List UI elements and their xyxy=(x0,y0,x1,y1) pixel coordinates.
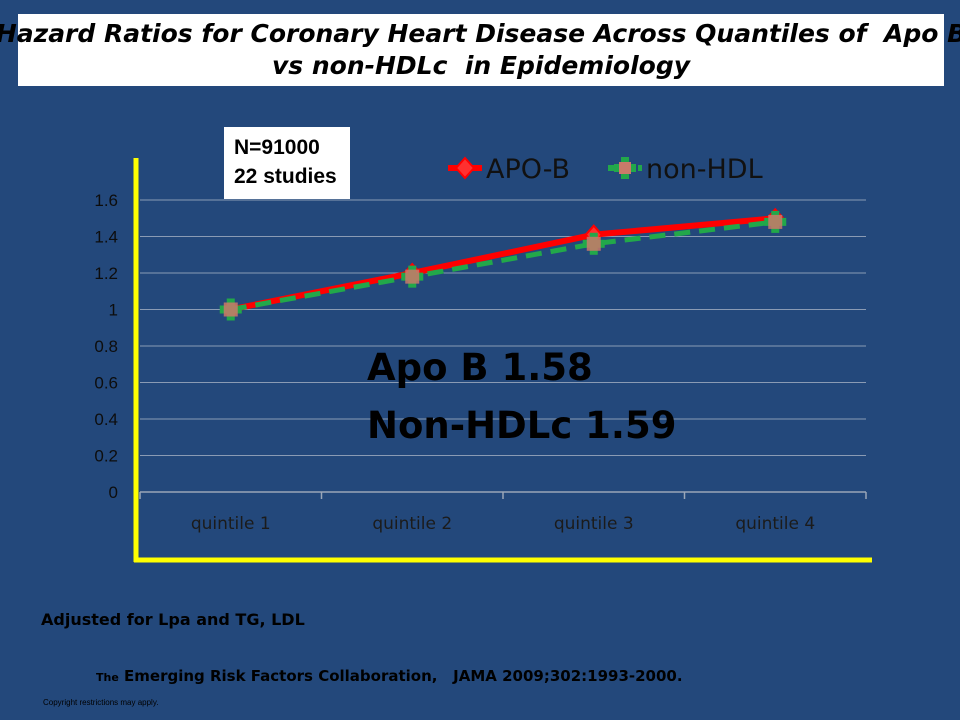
data-point xyxy=(401,265,424,288)
x-tick-label: quintile 3 xyxy=(554,514,634,534)
annotation-apob: Apo B 1.58 xyxy=(367,346,593,389)
study-n: N=91000 xyxy=(234,136,320,159)
y-tick-label: 0.4 xyxy=(94,410,118,429)
y-tick-label: 0 xyxy=(109,483,118,502)
series-line xyxy=(230,215,776,313)
legend-label: non-HDL xyxy=(646,154,763,185)
title-box: Hazard Ratios for Coronary Heart Disease… xyxy=(0,14,960,86)
grid-lines xyxy=(140,199,866,456)
adjustment-note: Adjusted for Lpa and TG, LDL xyxy=(41,610,305,629)
y-tick-label: 1.2 xyxy=(94,264,118,283)
title-line-1: Hazard Ratios for Coronary Heart Disease… xyxy=(0,19,960,48)
x-tick-labels: quintile 1 quintile 2 quintile 3 quintile 4 xyxy=(191,514,815,534)
y-tick-label: 0.8 xyxy=(94,337,118,356)
x-tick-label: quintile 1 xyxy=(191,514,271,534)
x-tick-label: quintile 2 xyxy=(372,514,452,534)
study-info-box: N=91000 22 studies xyxy=(224,127,350,199)
data-point xyxy=(764,210,787,233)
legend-item: non-HDL xyxy=(608,154,763,185)
citation: The Emerging Risk Factors Collaboration,… xyxy=(96,667,683,685)
axes xyxy=(133,158,872,563)
legend-label: APO-B xyxy=(486,154,570,185)
y-tick-label: 1.6 xyxy=(94,191,118,210)
title-line-2: vs non-HDLc in Epidemiology xyxy=(271,51,691,80)
study-count: 22 studies xyxy=(234,165,337,188)
series-apo-b xyxy=(221,207,785,321)
y-tick-label: 1.4 xyxy=(94,228,118,247)
x-tick-label: quintile 4 xyxy=(735,514,815,534)
y-tick-label: 1 xyxy=(109,301,118,320)
annotation-nonhdl: Non-HDLc 1.59 xyxy=(367,404,676,447)
data-point xyxy=(582,232,605,255)
y-tick-label: 0.2 xyxy=(94,447,118,466)
y-tick-label: 0.6 xyxy=(94,374,118,393)
legend: APO-B non-HDL xyxy=(448,154,763,185)
legend-item: APO-B xyxy=(448,154,570,185)
copyright-note: Copyright restrictions may apply. xyxy=(43,698,159,707)
data-point xyxy=(219,298,242,321)
series-non-hdl xyxy=(219,210,787,321)
series xyxy=(219,207,787,321)
y-tick-labels: 0 0.2 0.4 0.6 0.8 1 1.2 1.4 1.6 xyxy=(94,191,118,502)
citation-text: Emerging Risk Factors Collaboration, JAM… xyxy=(118,667,683,685)
series-line xyxy=(230,219,776,312)
citation-prefix: The xyxy=(96,671,119,684)
legend-marker xyxy=(454,156,476,180)
